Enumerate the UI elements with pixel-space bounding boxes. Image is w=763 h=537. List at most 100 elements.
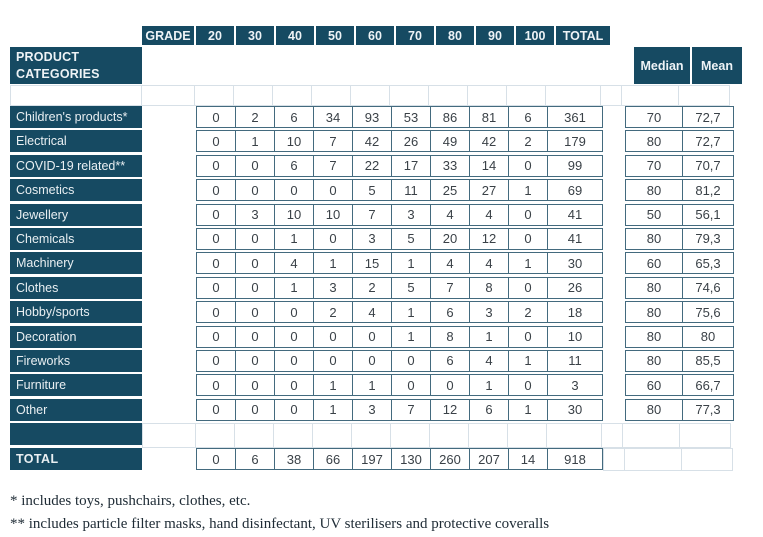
grid-cell (507, 423, 547, 449)
value-cell: 1 (313, 374, 353, 397)
grade-header-row: GRADE 20 30 40 50 60 70 80 90 100 TOTAL (10, 26, 763, 47)
value-cell: 12 (430, 398, 470, 421)
mean-cell: 77,3 (682, 398, 734, 421)
grid-cell (389, 85, 429, 106)
value-cell: 10 (274, 203, 314, 226)
value-cell: 5 (352, 179, 392, 202)
spacer (142, 228, 196, 252)
value-cell: 42 (469, 130, 509, 153)
grand-total-cell: 918 (547, 448, 603, 471)
table-row: Electrical 0 1 10 7 42 26 49 42 2 179 80 72,7 (10, 130, 763, 154)
total-value-cell: 66 (313, 448, 353, 471)
value-cell: 2 (508, 301, 548, 324)
total-value-cell: 0 (196, 448, 236, 471)
spacer (142, 399, 196, 423)
mean-cell: 80 (682, 325, 734, 348)
table-row: Machinery 0 0 4 1 15 1 4 4 1 30 60 65,3 (10, 252, 763, 276)
value-cell: 2 (508, 130, 548, 153)
grid-cell (601, 423, 623, 449)
value-cell: 8 (469, 276, 509, 299)
value-cell: 7 (430, 276, 470, 299)
spacer (142, 448, 196, 472)
value-cell: 0 (235, 374, 275, 397)
value-cell: 0 (235, 349, 275, 372)
value-cell: 0 (313, 179, 353, 202)
row-total-cell: 30 (547, 252, 603, 275)
value-cell: 6 (508, 106, 548, 128)
mean-cell: 72,7 (682, 130, 734, 153)
value-cell: 0 (391, 349, 431, 372)
value-cell: 17 (391, 154, 431, 177)
value-cell: 2 (235, 106, 275, 128)
table-row: Jewellery 0 3 10 10 7 3 4 4 0 41 50 56,1 (10, 203, 763, 228)
spacer (142, 326, 196, 350)
value-cell: 4 (469, 349, 509, 372)
value-cell: 0 (313, 349, 353, 372)
grid-cell (603, 448, 625, 472)
value-cell: 10 (274, 130, 314, 153)
spacer (603, 301, 625, 325)
main-header-row: PRODUCT CATEGORIES Median Mean (10, 47, 763, 85)
value-cell: 1 (508, 349, 548, 372)
total-row: TOTAL 0 6 38 66 197 130 260 207 14 918 (10, 448, 763, 472)
value-cell: 1 (274, 227, 314, 250)
spacer (142, 47, 196, 85)
grade-col-header: 90 (476, 26, 516, 45)
value-cell: 1 (235, 130, 275, 153)
mean-cell: 79,3 (682, 227, 734, 250)
grid-cell (272, 85, 312, 106)
grid-cell (679, 423, 731, 449)
value-cell: 4 (469, 252, 509, 275)
value-cell: 4 (469, 203, 509, 226)
value-cell: 4 (430, 252, 470, 275)
grade-col-header: 20 (196, 26, 236, 45)
spacer (142, 106, 196, 130)
value-cell: 42 (352, 130, 392, 153)
category-cell: COVID-19 related** (10, 154, 142, 177)
value-cell: 0 (274, 301, 314, 324)
value-cell: 14 (469, 154, 509, 177)
grid-cell (506, 85, 546, 106)
value-cell: 0 (196, 252, 236, 275)
value-cell: 6 (430, 301, 470, 324)
spacer (603, 179, 625, 203)
value-cell: 0 (274, 398, 314, 421)
value-cell: 2 (352, 276, 392, 299)
value-cell: 0 (235, 154, 275, 177)
mean-cell: 74,6 (682, 276, 734, 299)
spacer (142, 130, 196, 154)
spacer (603, 374, 625, 398)
value-cell: 49 (430, 130, 470, 153)
grid-cell (234, 423, 274, 449)
grid-cell (390, 423, 430, 449)
spacer (603, 106, 625, 130)
table-row: Chemicals 0 0 1 0 3 5 20 12 0 41 80 79,3 (10, 227, 763, 252)
value-cell: 3 (313, 276, 353, 299)
median-cell: 80 (625, 349, 683, 372)
value-cell: 25 (430, 179, 470, 202)
value-cell: 1 (508, 252, 548, 275)
value-cell: 11 (391, 179, 431, 202)
total-value-cell: 260 (430, 448, 470, 471)
median-cell: 80 (625, 179, 683, 202)
product-categories-header: PRODUCT CATEGORIES (10, 47, 142, 84)
median-cell: 60 (625, 252, 683, 275)
spacer (603, 155, 625, 179)
total-value-cell: 207 (469, 448, 509, 471)
median-cell: 70 (625, 154, 683, 177)
value-cell: 0 (235, 276, 275, 299)
value-cell: 7 (313, 154, 353, 177)
footnote-covid-related: ** includes particle filter masks, hand … (10, 516, 550, 533)
value-cell: 10 (313, 203, 353, 226)
spacer (603, 130, 625, 154)
value-cell: 0 (196, 301, 236, 324)
grade-col-header: 80 (436, 26, 476, 45)
empty-row (10, 423, 763, 449)
value-cell: 0 (196, 398, 236, 421)
grid-cell (273, 423, 313, 449)
mean-cell: 70,7 (682, 154, 734, 177)
value-cell: 0 (508, 325, 548, 348)
total-value-cell: 38 (274, 448, 314, 471)
value-cell: 81 (469, 106, 509, 128)
value-cell: 86 (430, 106, 470, 128)
